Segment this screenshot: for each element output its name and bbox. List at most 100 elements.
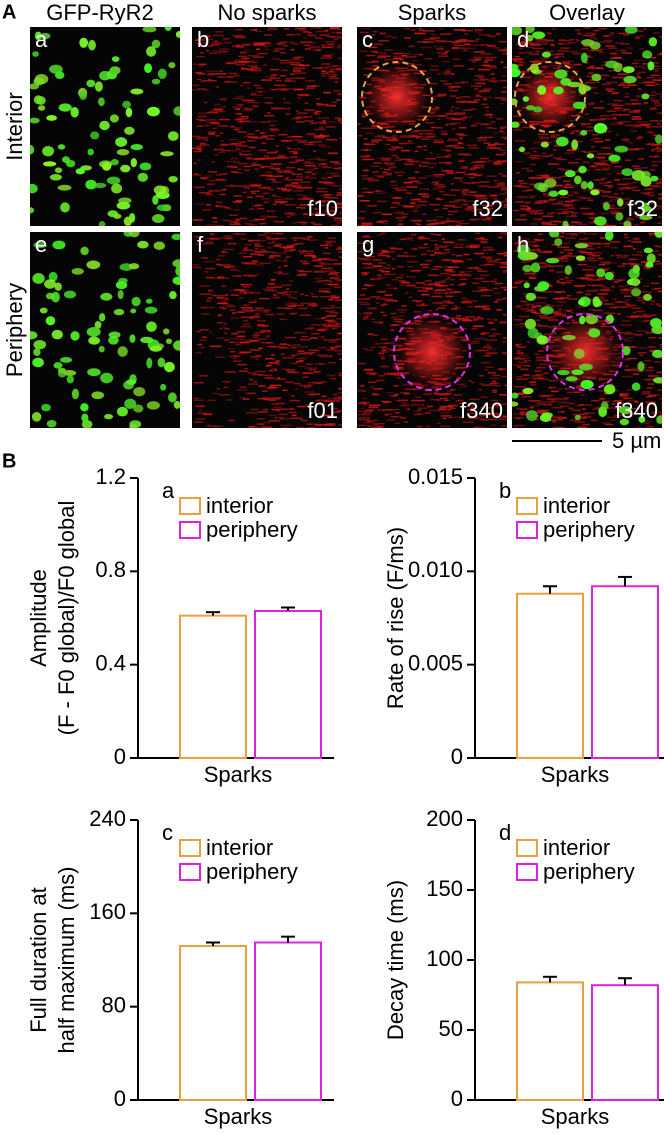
noise <box>275 402 285 405</box>
noise <box>486 175 497 177</box>
noise <box>487 44 495 46</box>
noise <box>467 409 475 411</box>
noise <box>586 75 593 78</box>
noise <box>485 110 490 113</box>
noise <box>437 73 441 75</box>
noise <box>422 41 435 43</box>
ryr2-cluster <box>79 37 89 48</box>
noise <box>299 338 311 341</box>
noise <box>420 237 430 240</box>
noise <box>292 33 301 36</box>
noise <box>430 239 438 242</box>
noise <box>446 123 456 126</box>
noise <box>506 167 507 169</box>
noise <box>195 243 201 245</box>
noise <box>274 378 287 380</box>
ryr2-cluster <box>71 388 80 400</box>
noise <box>563 249 574 251</box>
ryr2-cluster <box>58 103 72 112</box>
noise <box>535 39 548 41</box>
noise <box>392 148 397 150</box>
noise <box>533 150 537 153</box>
noise <box>618 113 631 116</box>
noise <box>254 168 259 170</box>
chart-letter: c <box>162 820 173 845</box>
noise <box>233 289 244 291</box>
noise <box>558 176 563 179</box>
noise <box>240 115 249 118</box>
noise <box>448 87 454 89</box>
noise <box>222 38 230 40</box>
noise <box>461 119 465 121</box>
noise <box>632 189 641 192</box>
noise <box>370 386 375 388</box>
noise <box>294 77 306 79</box>
noise <box>207 297 213 299</box>
noise <box>385 35 392 38</box>
noise <box>338 256 342 258</box>
noise <box>296 110 300 112</box>
noise <box>360 149 373 151</box>
noise <box>277 363 281 366</box>
noise <box>626 52 632 55</box>
noise <box>491 389 498 392</box>
noise <box>328 197 339 199</box>
noise <box>585 275 597 278</box>
ryr2-cluster <box>603 384 616 395</box>
noise <box>538 261 546 264</box>
noise <box>369 373 376 376</box>
noise <box>211 294 217 297</box>
noise <box>499 368 507 370</box>
noise <box>416 425 423 428</box>
noise <box>543 347 553 350</box>
noise <box>537 409 549 412</box>
noise <box>418 187 426 190</box>
noise <box>422 266 430 269</box>
noise <box>328 46 334 48</box>
noise <box>207 131 217 133</box>
noise <box>391 135 397 137</box>
ryr2-cluster <box>578 363 593 371</box>
noise <box>277 171 286 173</box>
noise <box>316 354 328 356</box>
noise <box>298 29 307 32</box>
noise <box>451 106 455 108</box>
noise <box>333 396 342 399</box>
ryr2-cluster <box>99 120 110 131</box>
noise <box>248 301 257 304</box>
noise <box>243 135 255 138</box>
noise <box>562 315 571 317</box>
noise <box>238 104 244 107</box>
ryr2-cluster <box>51 329 63 340</box>
noise <box>658 337 662 339</box>
noise <box>363 312 373 314</box>
noise <box>450 118 461 121</box>
noise <box>433 40 445 42</box>
ryr2-cluster <box>131 296 141 307</box>
ryr2-cluster <box>32 357 44 368</box>
noise <box>661 269 662 271</box>
noise <box>513 413 520 415</box>
noise <box>638 82 651 84</box>
noise <box>376 409 384 411</box>
y-axis-title: Rate of rise (F/ms) <box>383 527 408 709</box>
noise <box>195 418 206 420</box>
noise <box>267 120 278 122</box>
ryr2-cluster <box>522 264 533 273</box>
noise <box>422 213 427 216</box>
noise <box>277 134 288 136</box>
noise <box>631 254 642 256</box>
noise <box>428 203 440 206</box>
noise <box>292 371 298 374</box>
noise <box>494 47 500 49</box>
noise <box>580 189 590 192</box>
noise <box>205 50 210 52</box>
noise <box>552 421 557 423</box>
noise <box>600 100 604 103</box>
noise <box>515 126 521 129</box>
noise <box>616 301 628 304</box>
noise <box>431 385 442 388</box>
noise <box>420 404 424 406</box>
noise <box>615 42 623 44</box>
noise <box>418 407 428 409</box>
